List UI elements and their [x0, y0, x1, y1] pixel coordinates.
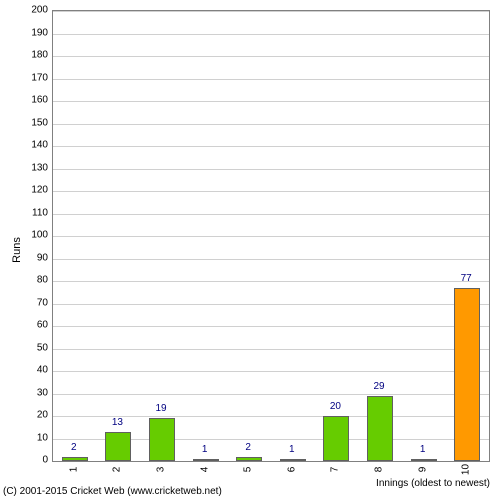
ytick-label: 20	[18, 410, 48, 421]
gridline	[53, 349, 489, 350]
xtick-label: 1	[68, 467, 79, 473]
plot-area	[52, 10, 490, 462]
ytick-label: 170	[18, 72, 48, 83]
gridline	[53, 191, 489, 192]
bar-value-label: 1	[420, 444, 426, 455]
gridline	[53, 34, 489, 35]
gridline	[53, 124, 489, 125]
chart-container: Runs Innings (oldest to newest) (C) 2001…	[0, 0, 500, 500]
ytick-label: 50	[18, 342, 48, 353]
ytick-label: 90	[18, 252, 48, 263]
xtick-label: 5	[243, 467, 254, 473]
copyright-text: (C) 2001-2015 Cricket Web (www.cricketwe…	[3, 486, 222, 497]
ytick-label: 0	[18, 455, 48, 466]
ytick-label: 80	[18, 275, 48, 286]
bar	[367, 396, 393, 461]
ytick-label: 160	[18, 95, 48, 106]
gridline	[53, 371, 489, 372]
bar-value-label: 1	[202, 444, 208, 455]
bar	[62, 457, 88, 462]
gridline	[53, 394, 489, 395]
ytick-label: 10	[18, 432, 48, 443]
ytick-label: 200	[18, 5, 48, 16]
xtick-label: 6	[286, 467, 297, 473]
gridline	[53, 304, 489, 305]
ytick-label: 150	[18, 117, 48, 128]
ytick-label: 110	[18, 207, 48, 218]
ytick-label: 70	[18, 297, 48, 308]
x-axis-label: Innings (oldest to newest)	[376, 478, 490, 489]
xtick-label: 9	[417, 467, 428, 473]
bar-value-label: 77	[461, 273, 472, 284]
ytick-label: 40	[18, 365, 48, 376]
gridline	[53, 214, 489, 215]
ytick-label: 120	[18, 185, 48, 196]
gridline	[53, 259, 489, 260]
xtick-label: 7	[330, 467, 341, 473]
xtick-label: 2	[112, 467, 123, 473]
ytick-label: 140	[18, 140, 48, 151]
bar-value-label: 20	[330, 401, 341, 412]
ytick-label: 60	[18, 320, 48, 331]
gridline	[53, 101, 489, 102]
ytick-label: 30	[18, 387, 48, 398]
bar	[193, 459, 219, 461]
gridline	[53, 11, 489, 12]
bar-value-label: 1	[289, 444, 295, 455]
bar-value-label: 19	[155, 403, 166, 414]
bar	[149, 418, 175, 461]
gridline	[53, 169, 489, 170]
bar	[323, 416, 349, 461]
ytick-label: 190	[18, 27, 48, 38]
xtick-label: 3	[156, 467, 167, 473]
bar-value-label: 13	[112, 417, 123, 428]
gridline	[53, 79, 489, 80]
xtick-label: 8	[374, 467, 385, 473]
ytick-label: 130	[18, 162, 48, 173]
bar-value-label: 29	[373, 381, 384, 392]
bar-value-label: 2	[71, 442, 77, 453]
xtick-label: 10	[461, 464, 472, 475]
ytick-label: 180	[18, 50, 48, 61]
ytick-label: 100	[18, 230, 48, 241]
gridline	[53, 146, 489, 147]
bar	[236, 457, 262, 462]
bar	[411, 459, 437, 461]
gridline	[53, 326, 489, 327]
gridline	[53, 56, 489, 57]
bar-value-label: 2	[245, 442, 251, 453]
gridline	[53, 236, 489, 237]
bar	[280, 459, 306, 461]
bar	[105, 432, 131, 461]
bar	[454, 288, 480, 461]
gridline	[53, 281, 489, 282]
xtick-label: 4	[199, 467, 210, 473]
